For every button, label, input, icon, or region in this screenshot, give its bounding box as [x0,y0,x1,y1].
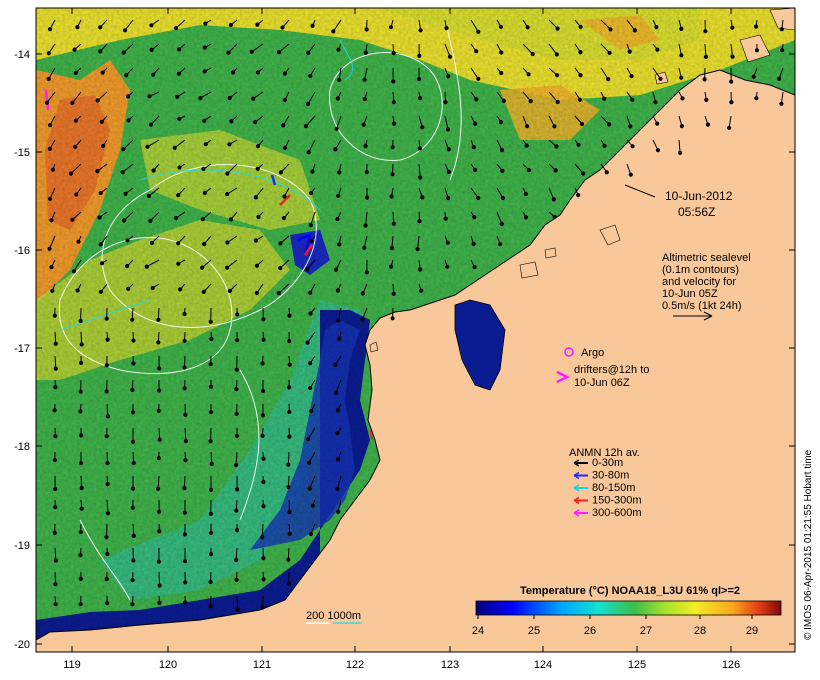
anmn-legend-item: 0-30m [592,457,623,469]
x-tick-label: 120 [159,659,177,671]
x-tick-label: 122 [346,659,364,671]
drifter-chevron-icon [556,370,570,384]
bathymetry-label: 200 1000m [306,610,361,622]
drifters-line-2: 10-Jun 06Z [574,377,630,389]
argo-label: Argo [581,347,604,359]
x-tick-label: 125 [628,659,646,671]
date-line-1: 10-Jun-2012 [665,189,733,203]
altimetry-line-4: 10-Jun 05Z [662,288,718,300]
x-tick-label: 124 [534,659,552,671]
colorbar-tick-label: 26 [584,625,596,637]
x-tick-label: 119 [63,659,81,671]
y-tick-label: -14 [14,49,30,61]
x-tick-label: 126 [722,659,740,671]
anmn-legend-item: 150-300m [592,495,642,507]
colorbar-tick-label: 27 [640,625,652,637]
y-tick-label: -18 [14,441,30,453]
y-tick-label: -19 [14,540,30,552]
y-axis: -14 -15 -16 -17 -18 -19 -20 [14,49,795,651]
date-line-2: 05:56Z [678,205,715,219]
altimetry-line-2: (0.1m contours) [662,264,739,276]
altimetry-line-3: and velocity for [662,276,736,288]
anmn-legend-item: 300-600m [592,507,642,519]
altimetry-line-1: Altimetric sealevel [662,252,751,264]
x-tick-label: 121 [253,659,271,671]
velocity-scale-arrow [673,311,713,321]
bathymetry-legend: 200 1000m [306,610,362,624]
x-tick-label: 123 [441,659,459,671]
colorbar-tick-label: 28 [694,625,706,637]
y-tick-label: -17 [14,343,30,355]
sst-field [36,8,795,652]
y-tick-label: -15 [14,147,30,159]
altimetry-line-5: 0.5m/s (1kt 24h) [662,300,741,312]
plot-frame [35,7,796,653]
anmn-legend-item: 30-80m [592,470,629,482]
colorbar-tick-label: 25 [528,625,540,637]
credit-text: © IMOS 06-Apr-2015 01:21:55 Hobart time [803,449,814,640]
anmn-title: ANMN 12h av. [569,447,640,459]
colorbar: Temperature (°C) NOAA18_L3U 61% ql>=2 24… [472,585,782,637]
colorbar-tick-label: 24 [472,625,484,637]
colorbar-title: Temperature (°C) NOAA18_L3U 61% ql>=2 [520,585,740,597]
y-tick-label: -16 [14,245,30,257]
colorbar-tick-label: 29 [746,625,758,637]
colorbar-gradient [475,600,782,616]
argo-marker-icon [564,347,574,357]
x-axis: 119 120 121 122 123 124 125 126 [63,8,740,671]
y-tick-label: -20 [14,639,30,651]
anmn-legend-item: 80-150m [592,482,635,494]
land-mass [36,69,795,652]
drifters-line-1: drifters@12h to [574,364,649,376]
